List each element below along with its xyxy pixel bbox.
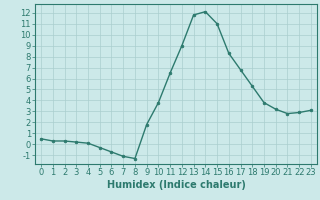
X-axis label: Humidex (Indice chaleur): Humidex (Indice chaleur) (107, 180, 245, 190)
